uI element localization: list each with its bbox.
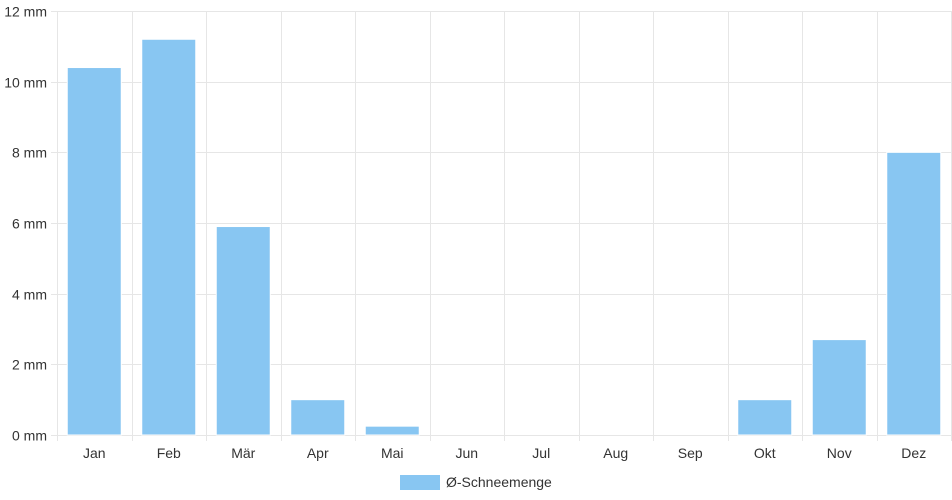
bar-feb[interactable] [141,38,197,436]
y-tick-label: 0 mm [12,428,47,444]
x-tick-label: Feb [157,445,181,461]
x-tick-label: Jul [532,445,550,461]
bar-okt[interactable] [737,399,793,436]
x-tick-label: Dez [901,445,926,461]
bar-apr[interactable] [290,399,346,436]
y-tick-label: 6 mm [12,216,47,232]
y-tick-label: 4 mm [12,287,47,303]
bars [66,38,942,436]
y-tick-label: 12 mm [4,4,47,20]
y-tick-label: 8 mm [12,145,47,161]
y-tick-label: 10 mm [4,75,47,91]
x-tick-label: Mär [231,445,255,461]
legend[interactable]: Ø-Schneemenge [400,474,552,490]
grid [51,11,952,441]
x-tick-label: Sep [678,445,703,461]
x-tick-label: Mai [381,445,404,461]
bar-mär[interactable] [215,226,271,436]
legend-label[interactable]: Ø-Schneemenge [446,474,552,490]
bar-dez[interactable] [886,151,942,436]
x-tick-label: Jun [455,445,478,461]
x-tick-label: Jan [83,445,106,461]
bar-nov[interactable] [811,339,867,436]
x-axis: Jan Feb Mär Apr Mai Jun Jul Aug Sep Okt Nov Dez [83,445,926,461]
bar-jan[interactable] [66,67,122,436]
y-tick-label: 2 mm [12,357,47,373]
x-tick-label: Okt [754,445,776,461]
x-tick-label: Aug [603,445,628,461]
legend-swatch[interactable] [400,475,440,490]
y-axis: 0 mm 2 mm 4 mm 6 mm 8 mm 10 mm 12 mm [4,4,47,444]
x-tick-label: Nov [827,445,852,461]
bar-mai[interactable] [364,425,420,436]
x-tick-label: Apr [307,445,329,461]
